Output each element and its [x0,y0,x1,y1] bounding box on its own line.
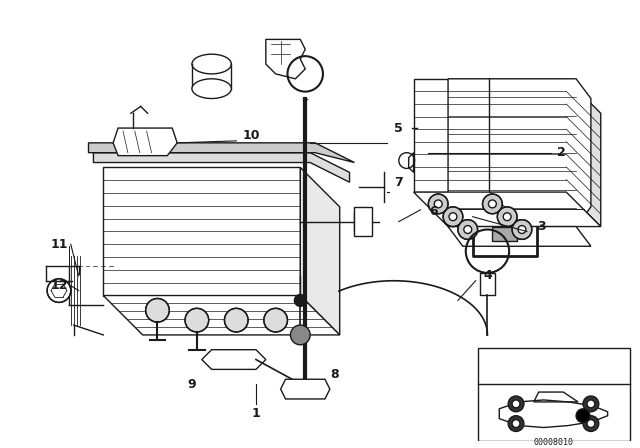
Text: 12: 12 [50,279,68,292]
Circle shape [583,396,599,412]
Circle shape [291,325,310,345]
Text: 10: 10 [243,129,260,142]
Circle shape [225,308,248,332]
Polygon shape [93,153,349,182]
Polygon shape [103,168,300,296]
Polygon shape [202,350,266,370]
Circle shape [449,213,457,221]
Polygon shape [280,379,330,399]
Circle shape [185,308,209,332]
Bar [477,348,630,441]
Text: 5: 5 [394,121,403,134]
Bar [355,207,372,237]
Circle shape [458,220,477,239]
Circle shape [508,416,524,431]
Text: 7: 7 [394,176,403,189]
Polygon shape [413,192,601,227]
Polygon shape [448,227,591,246]
Circle shape [503,213,511,221]
Polygon shape [409,153,413,172]
Polygon shape [266,39,305,79]
Ellipse shape [192,54,231,74]
Circle shape [435,200,442,208]
Circle shape [47,279,71,302]
Circle shape [587,400,595,408]
Text: 1: 1 [252,407,260,420]
Circle shape [512,400,520,408]
Circle shape [464,226,472,233]
Polygon shape [88,143,355,163]
Circle shape [587,420,595,427]
Polygon shape [103,296,340,335]
Circle shape [488,200,497,208]
Circle shape [443,207,463,227]
Bar [479,273,495,294]
Text: 00008010: 00008010 [534,438,573,448]
Polygon shape [492,227,517,241]
Text: 6: 6 [429,205,438,218]
Circle shape [497,207,517,227]
Circle shape [294,294,306,306]
Text: 8: 8 [330,368,339,381]
Circle shape [508,396,524,412]
Ellipse shape [192,79,231,99]
Polygon shape [300,168,340,335]
Circle shape [483,194,502,214]
Circle shape [146,298,170,322]
Text: 4: 4 [483,269,492,282]
Circle shape [264,308,287,332]
Circle shape [518,226,526,233]
Circle shape [428,194,448,214]
Circle shape [512,420,520,427]
Polygon shape [113,128,177,155]
Text: 11: 11 [50,238,68,251]
Circle shape [583,416,599,431]
Polygon shape [566,79,601,227]
Polygon shape [448,79,591,227]
Polygon shape [413,79,566,192]
Text: 9: 9 [188,378,196,391]
Circle shape [512,220,532,239]
Circle shape [576,409,590,422]
Text: 3: 3 [538,220,546,233]
Text: 2: 2 [557,146,566,159]
